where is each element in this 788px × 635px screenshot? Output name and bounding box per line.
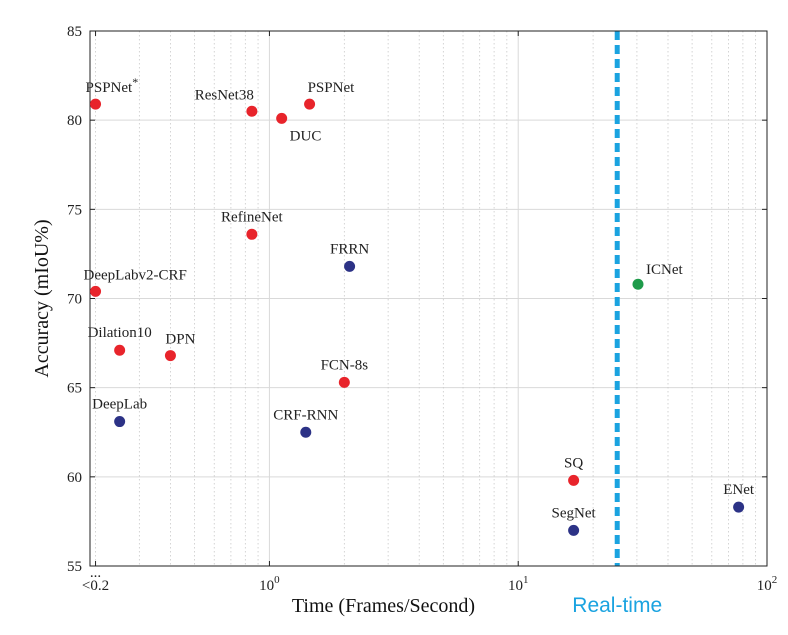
y-tick-label: 80: [67, 113, 82, 129]
data-point-label: DeepLabv2-CRF: [84, 267, 187, 283]
point-name: SegNet: [552, 505, 597, 521]
point-name: FCN-8s: [321, 357, 369, 373]
x-axis-ticks: <0.2 100 101 102: [82, 31, 777, 594]
y-tick-label: 85: [67, 24, 82, 40]
y-tick-label: 55: [67, 559, 82, 575]
y-tick-label: 65: [67, 381, 82, 397]
data-point-label: SQ: [564, 455, 583, 471]
x-tick-base: 10: [757, 578, 772, 594]
data-point-label: PSPNet: [308, 80, 356, 96]
point-name: DeepLabv2-CRF: [84, 267, 187, 283]
point-name: DPN: [165, 332, 195, 348]
data-point: [90, 285, 102, 297]
point-name: ICNet: [646, 262, 683, 278]
data-point: [733, 501, 745, 513]
data-point: [246, 105, 258, 117]
x-tick-label: 101: [508, 574, 529, 594]
x-tick-base: 10: [259, 578, 274, 594]
y-tick-label: 75: [67, 202, 82, 218]
data-point-label: PSPNet*: [86, 75, 139, 96]
x-tick-label: 100: [259, 574, 280, 594]
point-name: DeepLab: [92, 397, 147, 413]
data-point: [632, 278, 644, 290]
point-name: CRF-RNN: [273, 407, 338, 423]
x-tick-exponent: 2: [772, 574, 778, 586]
data-point-label: SegNet: [552, 505, 597, 521]
y-tick-label: 60: [67, 470, 82, 486]
data-point-label: ResNet38: [195, 87, 254, 103]
data-point-label: FRRN: [330, 241, 369, 257]
x-tick-base: <0.2: [82, 578, 109, 594]
data-point: [164, 350, 176, 362]
data-point-label: RefineNet: [221, 209, 283, 225]
data-point-label: DeepLab: [92, 397, 147, 413]
x-tick-base: 10: [508, 578, 523, 594]
x-tick-label: 102: [757, 574, 778, 594]
data-point: [568, 474, 580, 486]
x-tick-exponent: 0: [274, 574, 280, 586]
data-point-label: Dilation10: [88, 325, 152, 341]
point-name: RefineNet: [221, 209, 283, 225]
data-point: [246, 228, 258, 240]
data-point: [114, 344, 126, 356]
data-point-label: FCN-8s: [321, 357, 369, 373]
data-points: PSPNet*ResNet38 PSPNetDUCRefineNetFRRNDee…: [84, 75, 755, 536]
point-name: Dilation10: [88, 325, 152, 341]
data-point: [114, 416, 126, 428]
data-point: [344, 260, 356, 272]
data-point-label: ICNet: [646, 262, 683, 278]
point-name: PSPNet: [308, 80, 356, 96]
x-axis-title: Time (Frames/Second): [292, 595, 475, 617]
y-axis-title: Accuracy (mIoU%): [31, 219, 53, 377]
data-point: [338, 376, 350, 388]
data-point: [90, 98, 102, 110]
data-point-label: DUC: [290, 128, 322, 144]
data-point: [304, 98, 316, 110]
point-name: FRRN: [330, 241, 369, 257]
data-point: [568, 524, 580, 536]
data-point: [276, 112, 288, 124]
point-name: PSPNet: [86, 80, 134, 96]
data-point-label: DPN: [165, 332, 195, 348]
data-point-label: CRF-RNN: [273, 407, 338, 423]
y-tick-label: 70: [67, 292, 82, 308]
realtime-label: Real-time: [572, 594, 662, 617]
x-tick-exponent: 1: [523, 574, 529, 586]
x-tick-label: <0.2: [82, 578, 109, 594]
point-name-superscript: *: [132, 75, 138, 89]
x-axis-break-marker: ...: [90, 565, 101, 581]
point-name: DUC: [290, 128, 322, 144]
point-name: ENet: [723, 482, 755, 498]
point-name: SQ: [564, 455, 583, 471]
data-point-label: ENet: [723, 482, 755, 498]
data-point: [300, 426, 312, 438]
point-name: ResNet38: [195, 87, 254, 103]
y-axis-ticks: 55 60 65 70 75 80 85: [67, 24, 767, 575]
